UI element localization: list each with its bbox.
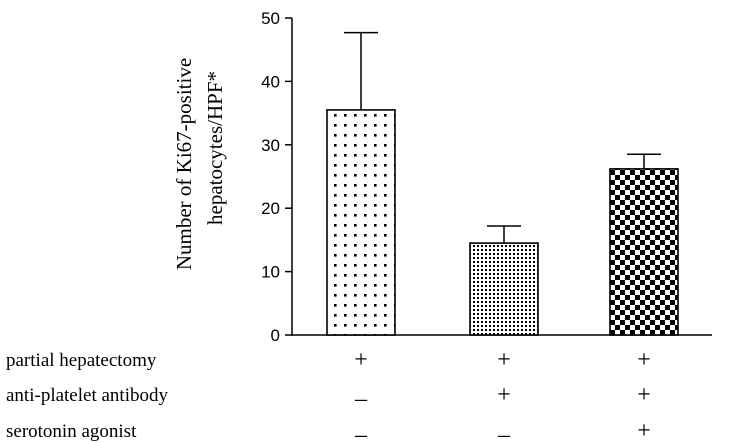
treatment-sign: + [497,382,511,408]
y-tick-label: 20 [261,199,280,218]
y-axis-label-line-2: hepatocytes/HPF* [203,71,227,225]
y-tick-label: 50 [261,9,280,28]
bar-1 [326,109,396,336]
treatment-sign: + [637,418,651,443]
y-tick-label: 40 [261,72,280,91]
treatment-label: partial hepatectomy [6,350,157,371]
treatment-label: anti-platelet antibody [6,385,168,406]
y-tick-label: 30 [261,136,280,155]
bar-3 [609,168,679,336]
treatment-label: serotonin agonist [6,421,137,442]
y-tick-label: 10 [261,263,280,282]
bar-2 [469,242,539,336]
error-bars [344,31,661,244]
treatment-sign: + [637,382,651,408]
bars [326,109,679,336]
treatment-sign: – [354,422,368,443]
y-tick-label: 0 [271,326,280,345]
treatment-sign: + [637,347,651,373]
treatment-sign: + [354,347,368,373]
treatment-sign: – [497,422,511,443]
treatment-sign: – [354,386,368,412]
treatment-table: partial hepatectomy + + + anti-platelet anti… [6,347,651,443]
treatment-sign: + [497,347,511,373]
y-axis-label: Number of Ki67-positive hepatocytes/HPF* [172,58,227,270]
y-axis-label-line-1: Number of Ki67-positive [172,58,196,270]
